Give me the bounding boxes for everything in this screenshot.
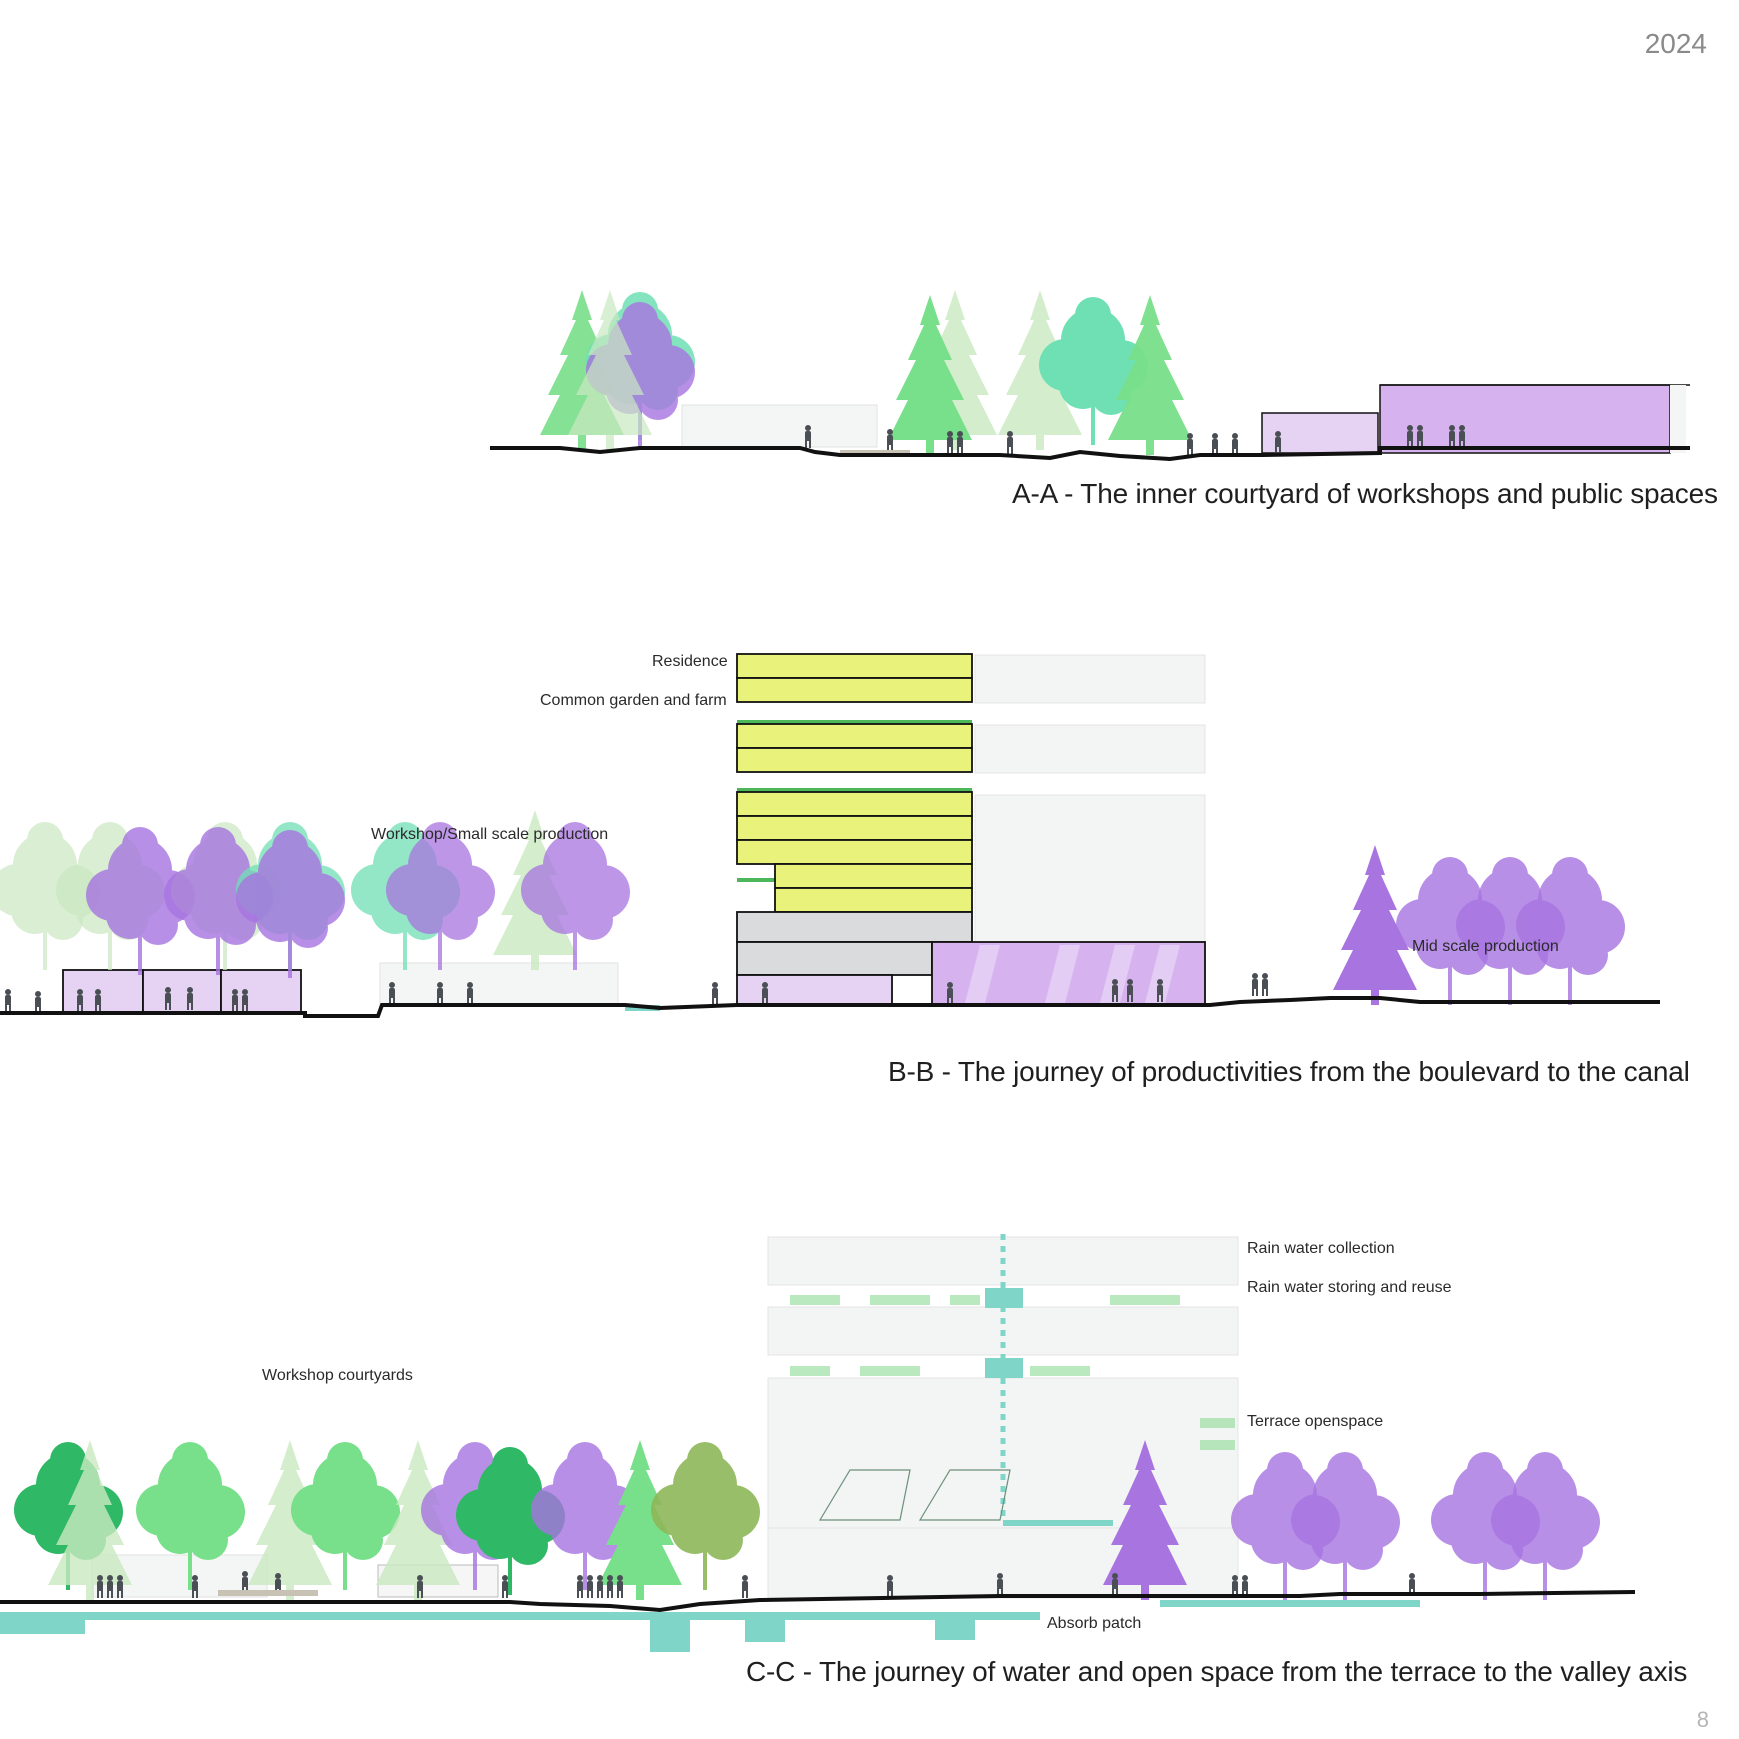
year-label: 2024 bbox=[1644, 28, 1707, 59]
label-terrace-openspace: Terrace openspace bbox=[1247, 1413, 1384, 1430]
label-absorb-patch: Absorb patch bbox=[1047, 1615, 1142, 1632]
section-aa bbox=[490, 290, 1690, 462]
workshop-small-boxes bbox=[62, 969, 302, 1013]
label-common-garden: Common garden and farm bbox=[540, 692, 727, 709]
absorb-patches bbox=[0, 1600, 1420, 1652]
bb-ground-line bbox=[0, 996, 1660, 1018]
section-bb bbox=[0, 653, 1660, 1018]
label-residence: Residence bbox=[652, 653, 728, 670]
page-number: 8 bbox=[1696, 1707, 1709, 1732]
greenhouses bbox=[818, 1469, 1011, 1521]
aa-caption: A-A - The inner courtyard of workshops a… bbox=[1012, 478, 1718, 509]
label-mid-scale: Mid scale production bbox=[1412, 938, 1559, 955]
workshop-block-small bbox=[1261, 412, 1379, 454]
cc-caption: C-C - The journey of water and open spac… bbox=[746, 1656, 1688, 1687]
label-workshop-courtyards: Workshop courtyards bbox=[262, 1367, 413, 1384]
section-cc bbox=[0, 1234, 1636, 1652]
label-rain-storing: Rain water storing and reuse bbox=[1247, 1279, 1452, 1296]
label-rain-collection: Rain water collection bbox=[1247, 1240, 1395, 1257]
bb-caption: B-B - The journey of productivities from… bbox=[888, 1056, 1690, 1087]
label-workshop-small: Workshop/Small scale production bbox=[371, 826, 609, 843]
cc-ground-line bbox=[0, 1590, 1636, 1613]
workshop-block-large bbox=[1379, 384, 1671, 454]
rain-water-system bbox=[985, 1234, 1113, 1526]
ghost-workshop-building bbox=[681, 404, 878, 448]
aa-ground-line bbox=[490, 446, 1690, 462]
terrace-plants bbox=[790, 1295, 1235, 1450]
ghost-tower-upper bbox=[974, 654, 1206, 704]
residence-stack bbox=[736, 653, 1206, 1006]
